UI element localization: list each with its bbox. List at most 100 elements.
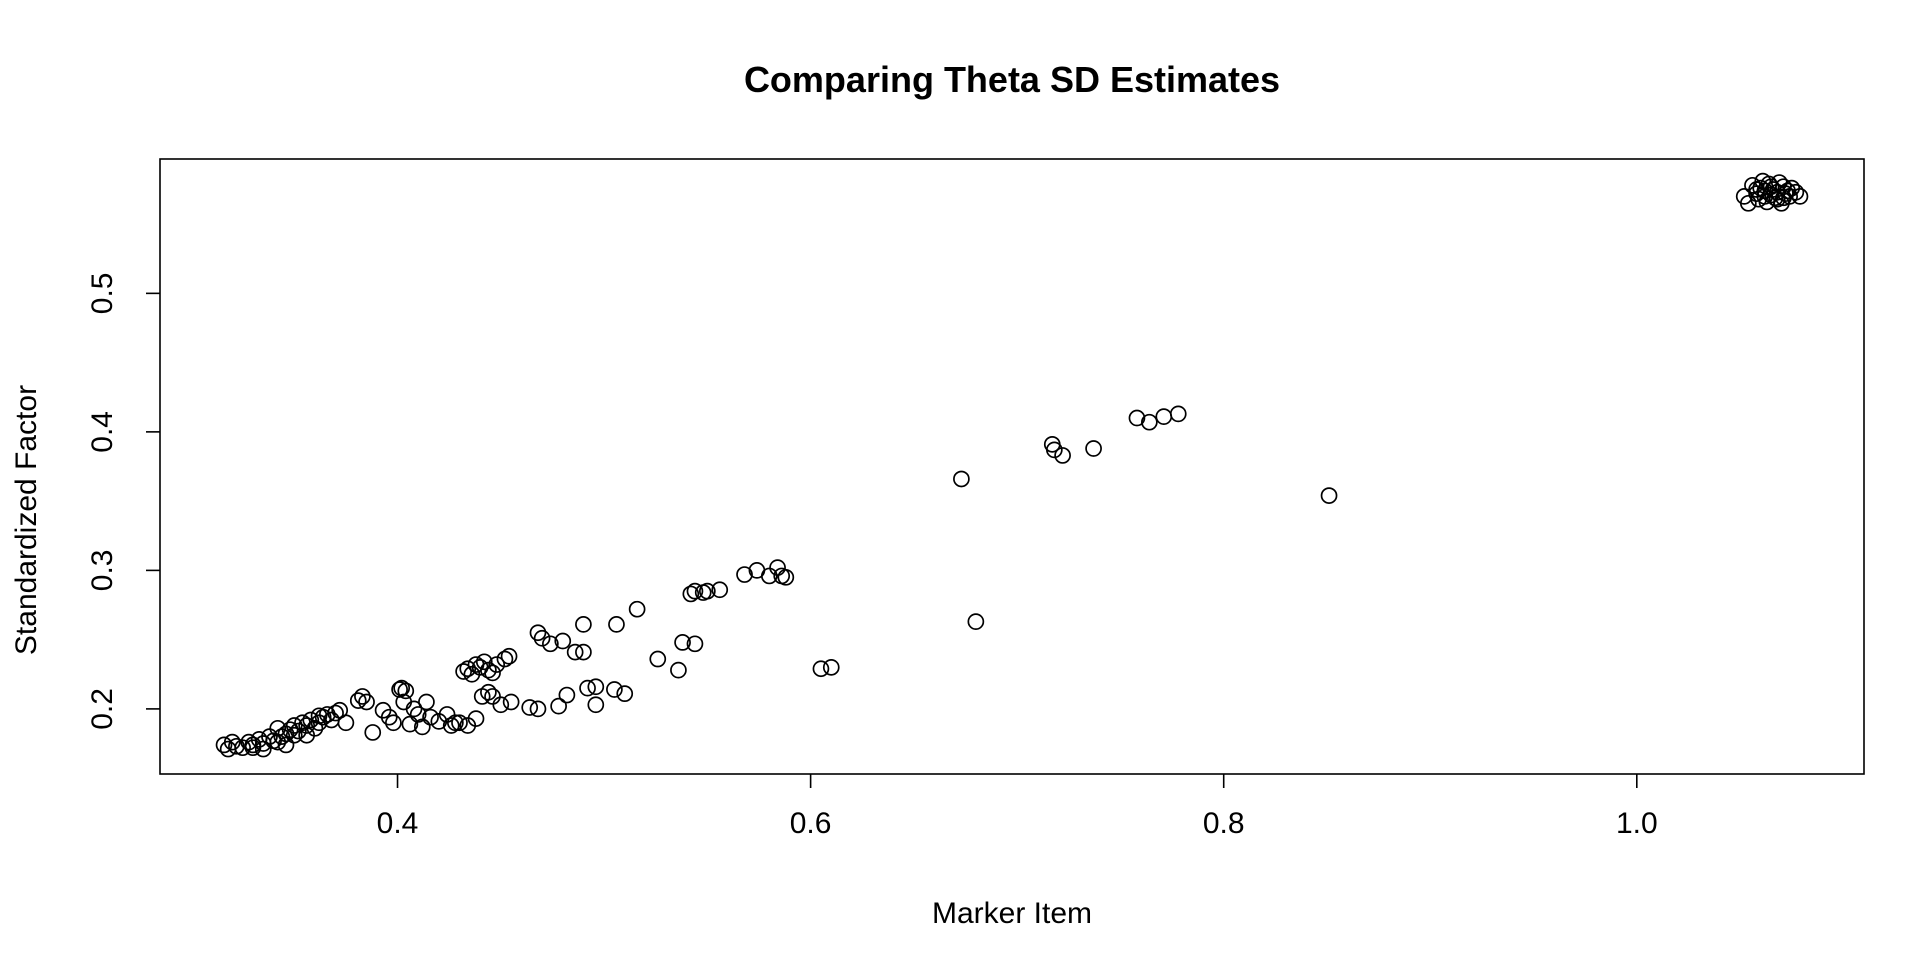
y-axis: 0.2 0.3 0.4 0.5 xyxy=(86,272,160,730)
plot-frame xyxy=(159,158,1865,775)
data-point-100 xyxy=(698,582,716,600)
data-point-35 xyxy=(349,692,367,709)
data-point-3 xyxy=(228,737,245,755)
data-point-72 xyxy=(488,656,506,673)
data-point-28 xyxy=(277,736,295,754)
x-tick-label: 0.8 xyxy=(1203,807,1245,840)
data-point-34 xyxy=(337,714,355,732)
data-point-110 xyxy=(953,470,970,488)
data-point-71 xyxy=(484,664,501,682)
data-point-64 xyxy=(455,663,472,680)
data-point-147 xyxy=(1748,181,1765,198)
data-point-118 xyxy=(1155,408,1173,425)
data-point-109 xyxy=(822,658,840,676)
data-point-45 xyxy=(401,715,419,733)
chart-title: Comparing Theta SD Estimates xyxy=(744,59,1280,100)
data-point-30 xyxy=(285,726,303,744)
data-point-88 xyxy=(566,643,584,661)
data-point-116 xyxy=(1128,409,1146,427)
x-axis: 0.4 0.6 0.8 1.0 xyxy=(377,774,1658,840)
data-point-59 xyxy=(480,683,497,701)
data-point-143 xyxy=(1791,188,1809,205)
data-point-18 xyxy=(298,717,315,734)
data-point-65 xyxy=(459,660,477,678)
data-point-119 xyxy=(1169,405,1187,423)
y-tick-label: 0.4 xyxy=(86,411,119,453)
data-point-146 xyxy=(1768,190,1786,208)
data-point-74 xyxy=(500,647,518,665)
data-point-19 xyxy=(302,711,320,729)
y-axis-label: Standardized Factor xyxy=(10,385,43,655)
data-point-70 xyxy=(480,661,497,679)
data-point-92 xyxy=(628,600,646,618)
data-point-86 xyxy=(542,635,559,653)
x-axis-label: Marker Item xyxy=(932,897,1092,930)
data-point-84 xyxy=(529,624,547,642)
data-point-48 xyxy=(413,718,431,736)
data-point-85 xyxy=(533,629,551,647)
data-point-117 xyxy=(1141,413,1158,431)
data-point-31 xyxy=(310,707,328,725)
data-point-32 xyxy=(254,740,272,758)
data-point-33 xyxy=(269,719,287,737)
data-point-62 xyxy=(502,693,520,711)
data-point-0 xyxy=(215,736,233,754)
data-point-60 xyxy=(484,688,501,705)
data-point-114 xyxy=(1054,447,1071,464)
data-point-83 xyxy=(616,685,634,703)
data-points xyxy=(215,172,1809,758)
data-point-49 xyxy=(418,693,435,711)
data-point-23 xyxy=(318,706,336,723)
data-point-25 xyxy=(327,704,344,722)
data-point-76 xyxy=(529,700,547,718)
data-point-47 xyxy=(409,706,427,723)
data-point-108 xyxy=(812,660,830,678)
data-point-120 xyxy=(1320,487,1338,504)
data-point-101 xyxy=(711,581,729,599)
data-point-73 xyxy=(496,650,514,668)
data-point-37 xyxy=(358,693,375,711)
data-point-82 xyxy=(606,681,623,698)
data-point-97 xyxy=(682,585,700,603)
data-point-102 xyxy=(736,566,753,583)
y-tick-label: 0.2 xyxy=(86,688,119,730)
data-point-148 xyxy=(1775,189,1792,207)
data-point-40 xyxy=(380,708,398,726)
data-point-50 xyxy=(422,708,439,726)
data-point-4 xyxy=(234,739,251,757)
data-point-89 xyxy=(575,643,592,661)
data-point-98 xyxy=(686,582,704,600)
x-tick-label: 0.4 xyxy=(377,807,419,840)
data-point-54 xyxy=(447,714,464,732)
data-point-15 xyxy=(285,717,303,734)
data-point-69 xyxy=(475,653,493,671)
data-point-79 xyxy=(579,679,596,697)
data-point-55 xyxy=(451,714,468,732)
data-point-53 xyxy=(442,717,460,734)
data-point-95 xyxy=(674,634,691,651)
data-point-41 xyxy=(385,714,402,732)
data-point-111 xyxy=(967,613,985,630)
data-point-43 xyxy=(397,682,415,700)
x-tick-label: 0.6 xyxy=(790,807,832,840)
data-point-93 xyxy=(649,650,667,668)
data-point-16 xyxy=(290,722,307,740)
data-point-80 xyxy=(587,678,605,696)
data-point-77 xyxy=(550,697,567,715)
data-point-38 xyxy=(364,724,382,741)
data-point-81 xyxy=(587,696,605,714)
data-point-75 xyxy=(521,699,539,716)
data-point-115 xyxy=(1085,440,1102,457)
data-point-36 xyxy=(354,688,371,705)
data-point-91 xyxy=(608,616,625,633)
data-point-57 xyxy=(467,710,485,727)
data-point-27 xyxy=(298,726,315,744)
data-point-105 xyxy=(769,559,786,576)
data-point-107 xyxy=(777,568,795,586)
data-point-29 xyxy=(244,739,262,757)
data-point-94 xyxy=(670,661,687,679)
data-point-78 xyxy=(558,686,576,704)
data-point-14 xyxy=(281,721,299,739)
